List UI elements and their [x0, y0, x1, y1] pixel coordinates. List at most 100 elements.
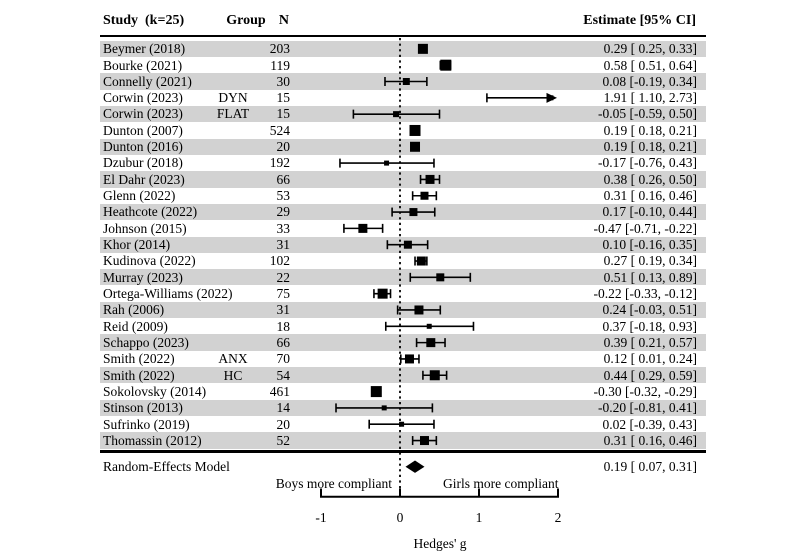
- row-band: [100, 171, 706, 188]
- study-label: Kudinova (2022): [103, 253, 196, 269]
- point-marker: [426, 323, 432, 329]
- axis-tick-label: 1: [475, 510, 483, 525]
- study-label: Glenn (2022): [103, 188, 176, 204]
- sample-size: 15: [276, 90, 291, 106]
- point-marker: [377, 288, 388, 299]
- sample-size: 20: [276, 139, 291, 155]
- sample-size: 54: [276, 367, 291, 383]
- study-label: Bourke (2021): [103, 57, 183, 73]
- estimate-label: -0.22 [-0.33, -0.12]: [593, 286, 697, 301]
- sample-size: 203: [269, 41, 290, 57]
- point-marker: [416, 256, 426, 266]
- study-label: El Dahr (2023): [103, 171, 185, 187]
- estimate-label: 0.31 [ 0.16, 0.46]: [603, 432, 697, 448]
- group-label: ANX: [218, 351, 248, 367]
- study-label: Corwin (2023): [103, 106, 183, 122]
- sample-size: 22: [276, 269, 291, 285]
- sample-size: 102: [269, 253, 290, 269]
- estimate-label: 1.91 [ 1.10, 2.73]: [603, 90, 697, 106]
- row-band: [100, 269, 706, 286]
- sample-size: 33: [276, 220, 291, 236]
- study-label: Corwin (2023): [103, 90, 183, 106]
- direction-label-right: Girls more compliant: [443, 475, 559, 491]
- estimate-label: 0.02 [-0.39, 0.43]: [602, 416, 698, 432]
- sample-size: 31: [276, 237, 291, 253]
- point-marker: [358, 223, 368, 233]
- study-label: Ortega-Williams (2022): [103, 286, 233, 301]
- estimate-label: 0.17 [-0.10, 0.44]: [602, 204, 698, 220]
- column-header-n: N: [278, 13, 289, 28]
- sample-size: 14: [276, 400, 291, 416]
- group-label: DYN: [218, 90, 248, 106]
- sample-size: 29: [276, 204, 291, 220]
- point-marker: [404, 354, 414, 364]
- axis-tick-label: -1: [315, 510, 327, 525]
- estimate-label: 0.08 [-0.19, 0.34]: [602, 73, 698, 89]
- summary-model-label: Random-Effects Model: [103, 459, 230, 474]
- study-label: Smith (2022): [103, 367, 175, 383]
- estimate-label: 0.12 [ 0.01, 0.24]: [603, 351, 697, 367]
- study-label: Schappo (2023): [103, 334, 189, 350]
- header-rule: [100, 34, 706, 38]
- study-label: Heathcote (2022): [103, 204, 198, 220]
- estimate-label: 0.31 [ 0.16, 0.46]: [603, 188, 697, 204]
- sample-size: 52: [276, 432, 291, 448]
- group-label: FLAT: [216, 106, 250, 122]
- study-label: Johnson (2015): [103, 220, 187, 236]
- estimate-label: 0.51 [ 0.13, 0.89]: [603, 269, 697, 285]
- sample-size: 70: [276, 351, 291, 367]
- point-marker: [440, 59, 452, 71]
- direction-label-left: Boys more compliant: [275, 475, 392, 491]
- sample-size: 30: [276, 73, 291, 89]
- estimate-label: 0.44 [ 0.29, 0.59]: [603, 367, 697, 383]
- column-header-group: Group: [226, 13, 266, 28]
- summary-diamond: [405, 460, 425, 473]
- point-marker: [420, 191, 429, 200]
- point-marker: [370, 386, 382, 398]
- point-marker: [409, 124, 421, 136]
- row-band: [100, 334, 706, 351]
- study-label: Rah (2006): [103, 302, 165, 318]
- estimate-label: 0.39 [ 0.21, 0.57]: [603, 334, 697, 350]
- study-label: Connelly (2021): [103, 73, 192, 89]
- axis-tick-label: 2: [554, 510, 562, 525]
- study-label: Khor (2014): [103, 237, 171, 253]
- estimate-label: -0.47 [-0.71, -0.22]: [593, 220, 697, 236]
- study-label: Beymer (2018): [103, 41, 186, 57]
- estimate-label: 0.19 [ 0.18, 0.21]: [603, 139, 697, 155]
- study-label: Dunton (2016): [103, 139, 183, 155]
- estimate-label: 0.10 [-0.16, 0.35]: [602, 237, 698, 253]
- column-header-estimate: Estimate [95% CI]: [583, 13, 696, 28]
- study-label: Sokolovsky (2014): [103, 383, 207, 399]
- estimate-label: 0.27 [ 0.19, 0.34]: [603, 253, 697, 269]
- sample-size: 31: [276, 302, 291, 318]
- column-header-study: Study (k=25): [103, 13, 185, 28]
- row-band: [100, 432, 706, 449]
- point-marker: [548, 95, 554, 101]
- estimate-label: -0.20 [-0.81, 0.41]: [598, 400, 697, 416]
- estimate-label: 0.37 [-0.18, 0.93]: [602, 318, 698, 334]
- summary-estimate: 0.19 [ 0.07, 0.31]: [603, 459, 697, 474]
- point-marker: [384, 160, 390, 166]
- estimate-label: -0.05 [-0.59, 0.50]: [598, 106, 697, 122]
- study-label: Smith (2022): [103, 351, 175, 367]
- ci-arrow-icon: [546, 92, 557, 103]
- estimate-label: -0.17 [-0.76, 0.43]: [598, 155, 697, 171]
- sample-size: 75: [276, 286, 291, 301]
- study-label: Thomassin (2012): [103, 432, 202, 448]
- row-band: [100, 367, 706, 384]
- estimate-label: -0.30 [-0.32, -0.29]: [593, 383, 697, 399]
- summary-rule: [100, 450, 706, 453]
- study-label: Dzubur (2018): [103, 155, 183, 171]
- sample-size: 192: [269, 155, 290, 171]
- estimate-label: 0.58 [ 0.51, 0.64]: [603, 57, 697, 73]
- sample-size: 53: [276, 188, 291, 204]
- sample-size: 66: [276, 171, 291, 187]
- sample-size: 20: [276, 416, 291, 432]
- point-marker: [399, 421, 405, 427]
- study-label: Dunton (2007): [103, 122, 183, 138]
- estimate-label: 0.19 [ 0.18, 0.21]: [603, 122, 697, 138]
- group-label: HC: [223, 367, 243, 383]
- sample-size: 18: [276, 318, 291, 334]
